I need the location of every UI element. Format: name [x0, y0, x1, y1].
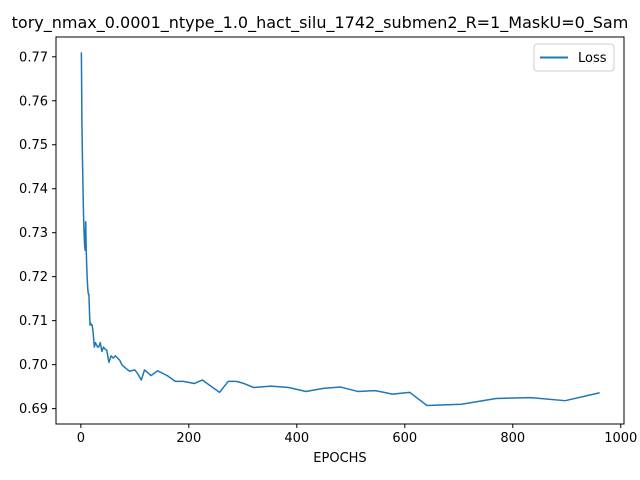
x-tick-label: 200 [176, 431, 201, 446]
y-tick-label: 0.75 [19, 138, 48, 153]
x-axis-label: EPOCHS [313, 451, 366, 466]
y-tick-label: 0.71 [19, 314, 48, 329]
y-tick-label: 0.77 [19, 50, 48, 65]
legend-label-loss: Loss [578, 51, 607, 66]
series-layer [80, 52, 600, 407]
y-tick-label: 0.74 [19, 182, 48, 197]
plot-frame [55, 36, 625, 425]
series-line-loss [80, 52, 600, 407]
y-tick-label: 0.72 [19, 270, 48, 285]
x-tick-label: 1000 [604, 431, 637, 446]
legend: Loss [533, 43, 615, 72]
x-tick-label: 600 [392, 431, 417, 446]
x-tick-label: 400 [284, 431, 309, 446]
chart-title: tory_nmax_0.0001_ntype_1.0_hact_silu_174… [12, 13, 629, 33]
y-tick-label: 0.70 [19, 358, 48, 373]
x-tick-label: 800 [500, 431, 525, 446]
y-tick-label: 0.69 [19, 402, 48, 417]
y-tick-label: 0.73 [19, 226, 48, 241]
x-axis-ticks: 0 200 400 600 800 1000 [77, 424, 637, 446]
x-tick-label: 0 [77, 431, 85, 446]
y-axis-ticks: 0.69 0.70 0.71 0.72 0.73 0.74 0.75 0.76 0.77 [19, 50, 56, 417]
legend-box [533, 43, 615, 72]
plot-area [56, 37, 624, 424]
y-tick-label: 0.76 [19, 94, 48, 109]
